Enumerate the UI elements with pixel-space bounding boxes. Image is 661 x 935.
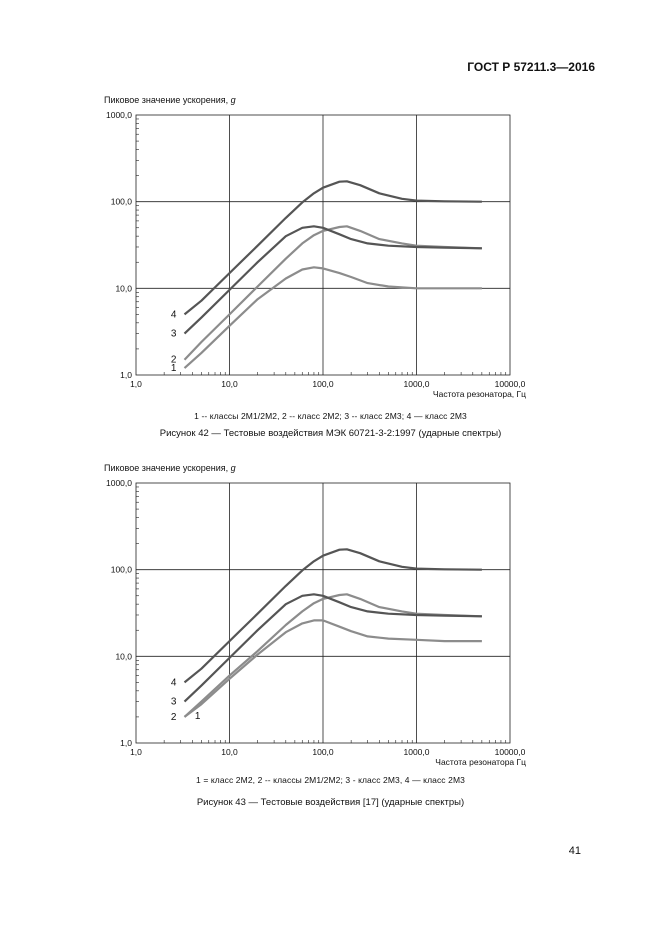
y-tick-label: 1000,0 (106, 478, 132, 488)
x-axis-label: Частота резонатора, Гц (433, 389, 526, 399)
x-tick-label: 1,0 (130, 747, 142, 757)
caption-figure-42: Рисунок 42 — Тестовые воздействия МЭК 60… (159, 428, 502, 439)
x-axis-label: Частота резонатора Гц (435, 757, 526, 767)
y-tick-label: 1000,0 (106, 110, 132, 120)
series-label-1: 1 (195, 711, 201, 722)
x-tick-label: 10000,0 (495, 747, 526, 757)
chart-figure-43: 1,0 10,0 100,0 1000,0 10000,0 1,0 10,0 100,0 100… (106, 478, 526, 767)
x-tick-label: 1,0 (130, 379, 142, 389)
y-tick-label: 100,0 (111, 565, 133, 575)
y-tick-label: 1,0 (120, 738, 132, 748)
page-number: 41 (568, 845, 581, 857)
series-label-1: 1 (171, 363, 177, 374)
y-axis-label: Пиковое значение ускорения, g (104, 463, 236, 473)
legend-figure-42: 1 -- классы 2М1/2М2, 2 -- класс 2М2; 3 -… (194, 411, 467, 421)
x-tick-label: 10000,0 (495, 379, 526, 389)
series-label-3: 3 (171, 697, 177, 708)
series-label-3: 3 (171, 329, 177, 340)
x-tick-label: 10,0 (221, 747, 238, 757)
legend-figure-43: 1 = класс 2М2, 2 -- классы 2М1/2М2; 3 - … (196, 775, 465, 785)
x-tick-label: 100,0 (312, 747, 334, 757)
x-tick-label: 1000,0 (404, 379, 430, 389)
y-tick-label: 1,0 (120, 370, 132, 380)
figure-43: Пиковое значение ускорения, g 1,0 10,0 100… (0, 463, 661, 823)
chart-figure-42: 1,0 10,0 100,0 1000,0 10000,0 1,0 10,0 100,0 100… (106, 110, 526, 399)
series-line-4 (183, 548, 482, 684)
series-line-4 (183, 180, 482, 316)
x-tick-label: 10,0 (221, 379, 238, 389)
y-tick-label: 100,0 (111, 197, 133, 207)
caption-figure-43: Рисунок 43 — Тестовые воздействия [17] (… (196, 797, 465, 808)
series-label-4: 4 (171, 309, 177, 320)
series-line-2 (183, 593, 482, 718)
y-tick-label: 10,0 (115, 283, 132, 293)
figure-42: Пиковое значение ускорения, g 1,0 10,0 100… (0, 95, 661, 450)
series-label-4: 4 (171, 677, 177, 688)
standard-number: ГОСТ Р 57211.3—2016 (467, 60, 595, 74)
y-axis-label: Пиковое значение ускорения, g (104, 95, 236, 105)
series-line-2 (183, 225, 482, 361)
x-tick-label: 100,0 (312, 379, 334, 389)
series-line-1 (183, 619, 482, 718)
series-line-3 (183, 225, 482, 335)
x-tick-label: 1000,0 (404, 747, 430, 757)
series-label-2: 2 (171, 712, 177, 723)
y-tick-label: 10,0 (115, 651, 132, 661)
series-line-1 (183, 266, 482, 369)
series-line-3 (183, 593, 482, 703)
series-label-2: 2 (171, 355, 177, 366)
